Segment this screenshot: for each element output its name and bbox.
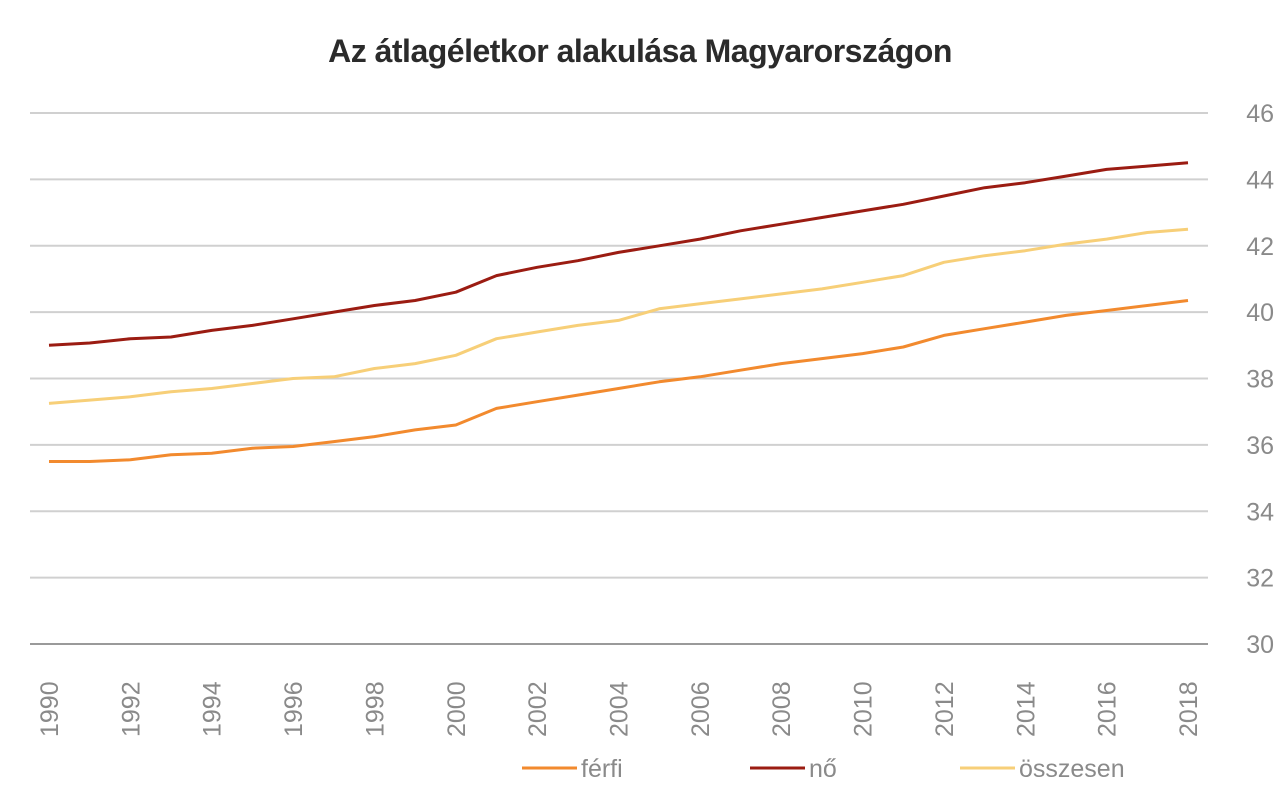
legend-item: összesen: [960, 755, 1125, 783]
x-tick-label: 1998: [361, 681, 389, 737]
x-tick-label: 2000: [443, 681, 471, 737]
y-tick-label: 44: [1246, 166, 1274, 194]
x-tick-label: 1994: [199, 681, 227, 737]
series-line-1: [48, 161, 1189, 347]
legend-item: nő: [750, 755, 837, 783]
x-tick-label: 2004: [606, 681, 634, 737]
x-tick-label: 2010: [850, 681, 878, 737]
y-tick-label: 34: [1246, 498, 1274, 526]
x-tick-label: 2012: [931, 681, 959, 737]
y-tick-label: 40: [1246, 299, 1274, 327]
x-tick-label: 1996: [280, 681, 308, 737]
legend-label: férfi: [581, 755, 623, 783]
x-axis: 1990 1992 1994 1996 1998 2000 2002 2004 2006 2008…: [36, 681, 1203, 737]
x-tick-label: 1990: [36, 681, 64, 737]
gridlines: [30, 112, 1208, 645]
x-tick-label: 1992: [117, 681, 145, 737]
chart-title: Az átlagéletkor alakulása Magyarországon: [328, 33, 952, 69]
series-lines: [48, 161, 1189, 463]
series-line-2: [48, 227, 1189, 405]
x-tick-label: 2016: [1094, 681, 1122, 737]
y-tick-label: 30: [1246, 631, 1274, 659]
legend-label: nő: [809, 755, 837, 783]
legend-item: férfi: [522, 755, 623, 783]
y-tick-label: 36: [1246, 432, 1274, 460]
x-tick-label: 2008: [768, 681, 796, 737]
legend: férfi nő összesen: [522, 755, 1125, 783]
x-tick-label: 2018: [1175, 681, 1203, 737]
x-tick-label: 2002: [524, 681, 552, 737]
y-tick-label: 32: [1246, 565, 1274, 593]
x-tick-label: 2014: [1012, 681, 1040, 737]
x-tick-label: 2006: [687, 681, 715, 737]
series-line-0: [49, 299, 1189, 463]
y-tick-label: 38: [1246, 366, 1274, 394]
y-tick-label: 46: [1246, 100, 1274, 128]
y-axis: 30 32 34 36 38 40 42 44 46: [1246, 100, 1274, 659]
y-tick-label: 42: [1246, 233, 1274, 261]
legend-label: összesen: [1019, 755, 1125, 783]
